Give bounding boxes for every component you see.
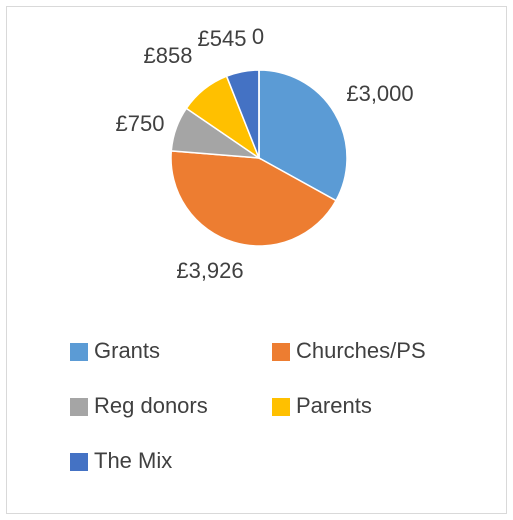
data-label: £750 (116, 111, 165, 136)
legend-label: Parents (296, 393, 372, 418)
data-label: £3,000 (346, 81, 413, 106)
legend-label: The Mix (94, 448, 172, 473)
legend-label: Reg donors (94, 393, 208, 418)
legend-label: Grants (94, 338, 160, 363)
data-label: £3,926 (176, 258, 243, 283)
data-label: 0 (252, 24, 264, 49)
legend-swatch (70, 453, 88, 471)
data-label: £858 (144, 43, 193, 68)
legend-swatch (272, 398, 290, 416)
pie-slice (170, 150, 338, 247)
legend-label: Churches/PS (296, 338, 426, 363)
legend-swatch (70, 343, 88, 361)
data-label: £545 (198, 26, 247, 51)
legend-swatch (272, 343, 290, 361)
pie-slice (258, 69, 348, 202)
legend-swatch (70, 398, 88, 416)
